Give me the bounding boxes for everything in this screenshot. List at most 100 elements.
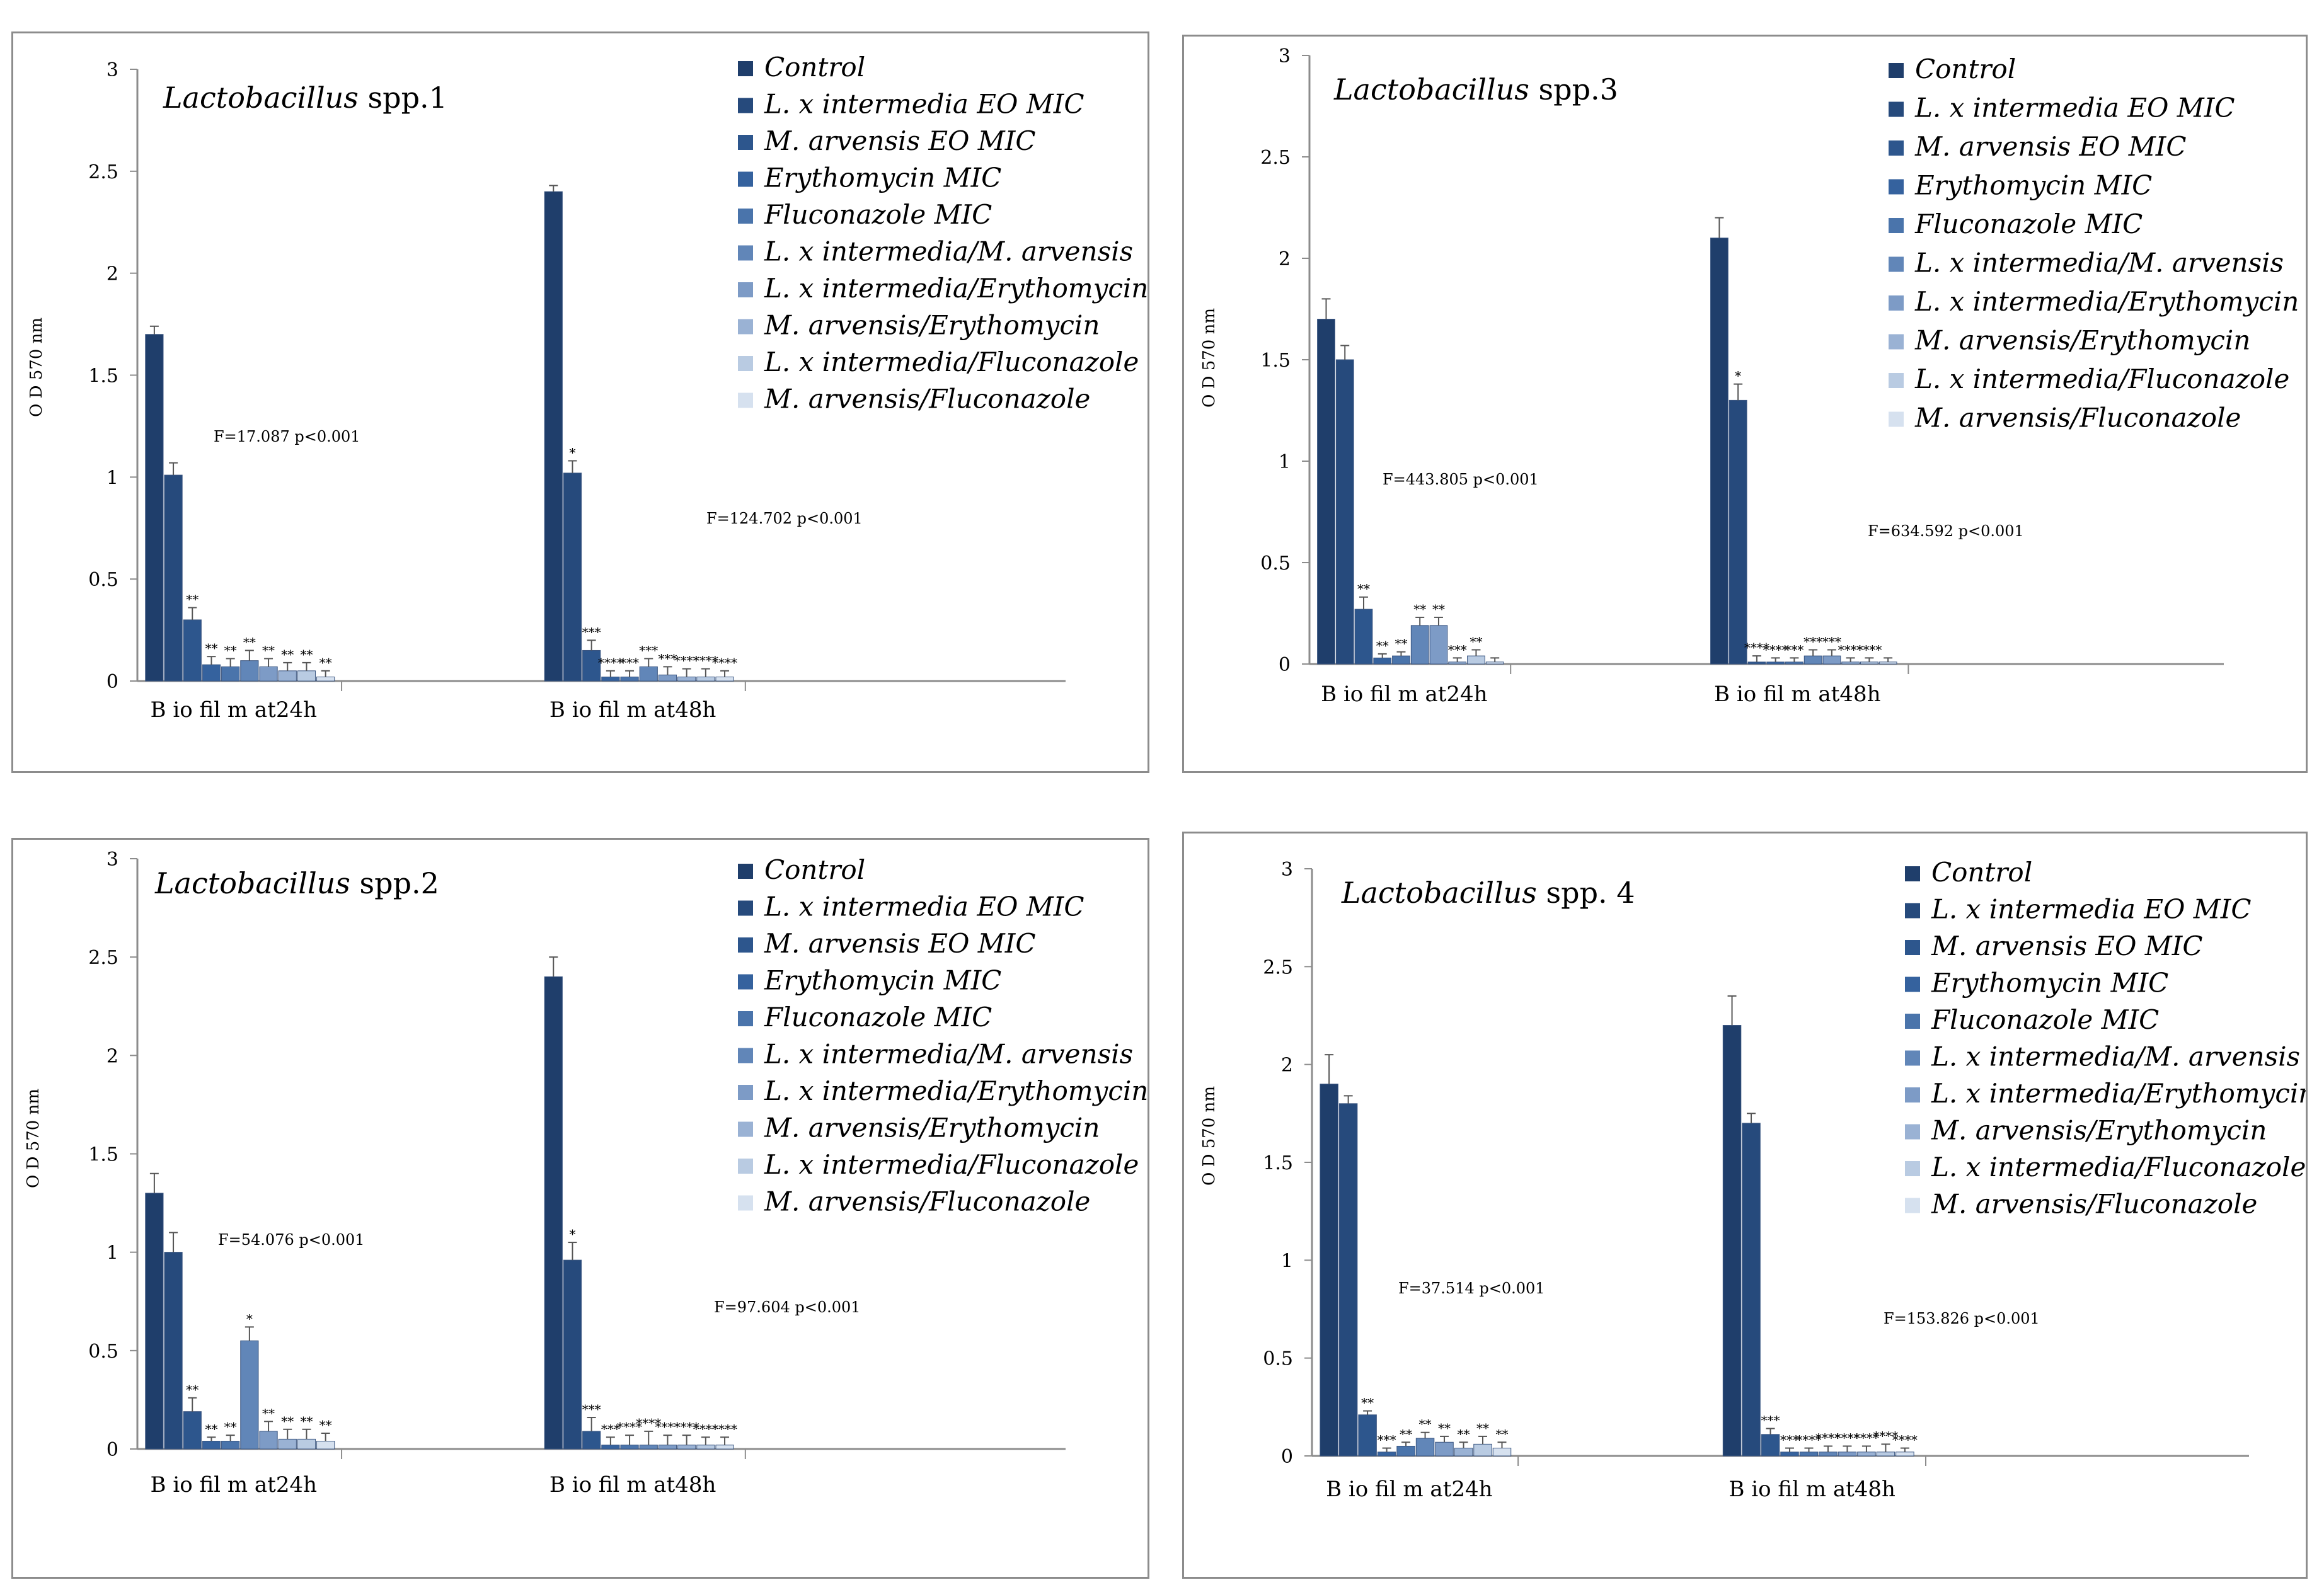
bar-series-6 bbox=[1838, 1452, 1857, 1457]
bar-series-9 bbox=[715, 677, 734, 682]
bar-series-6 bbox=[1429, 625, 1448, 665]
bar-series-3 bbox=[601, 677, 620, 682]
y-axis-label: O D 570 nm bbox=[1200, 308, 1219, 408]
legend-label: Fluconazole MIC bbox=[764, 1002, 992, 1033]
bar-series-9 bbox=[1895, 1452, 1914, 1457]
bar-series-0 bbox=[544, 191, 563, 682]
y-tick-label: 3 bbox=[1279, 45, 1291, 67]
chart-title: Lactobacillus spp.2 bbox=[154, 866, 439, 900]
bar-series-6 bbox=[658, 1445, 677, 1450]
bar-series-0 bbox=[1722, 1025, 1742, 1457]
significance-mark: ** bbox=[1438, 1421, 1451, 1436]
legend-label: Fluconazole MIC bbox=[1914, 209, 2143, 239]
chart-title-genus: Lactobacillus bbox=[163, 81, 359, 115]
legend-label: M. arvensis/Fluconazole bbox=[1914, 403, 2241, 433]
y-axis-label: O D 570 nm bbox=[24, 1089, 43, 1188]
significance-mark: ** bbox=[1357, 581, 1370, 597]
bar-series-4 bbox=[1799, 1452, 1819, 1457]
bar-series-1 bbox=[164, 1252, 183, 1450]
significance-mark: **** bbox=[655, 1419, 680, 1435]
category-label: B io fil m at48h bbox=[549, 697, 716, 723]
bar-series-1 bbox=[563, 472, 582, 682]
chart-title-genus: Lactobacillus bbox=[154, 866, 350, 900]
significance-mark: *** bbox=[601, 1421, 620, 1436]
legend-swatch-3 bbox=[1889, 179, 1904, 195]
significance-mark: ** bbox=[300, 647, 313, 662]
bar-series-4 bbox=[221, 666, 240, 682]
bar-series-9 bbox=[316, 677, 335, 682]
legend-label: L. x intermedia/M. arvensis bbox=[764, 1039, 1133, 1070]
significance-mark: **** bbox=[1873, 1428, 1898, 1443]
legend-label: M. arvensis EO MIC bbox=[1914, 131, 2187, 162]
bar-series-3 bbox=[1766, 661, 1785, 665]
legend-label: L. x intermedia EO MIC bbox=[1931, 894, 2252, 925]
significance-mark: **** bbox=[1856, 642, 1882, 657]
bar-series-7 bbox=[278, 670, 297, 682]
significance-mark: **** bbox=[1796, 1433, 1821, 1448]
bar-series-3 bbox=[1373, 657, 1392, 665]
legend-swatch-7 bbox=[1889, 334, 1904, 350]
y-tick-label: 3 bbox=[106, 849, 118, 871]
legend-label: Fluconazole MIC bbox=[1931, 1004, 2159, 1035]
legend-label: Erythomycin MIC bbox=[764, 163, 1001, 193]
significance-mark: ** bbox=[186, 592, 198, 607]
bar-series-3 bbox=[202, 664, 221, 682]
legend-swatch-7 bbox=[738, 319, 753, 335]
y-tick-label: 2.5 bbox=[1263, 956, 1293, 978]
bar-series-9 bbox=[1878, 661, 1897, 665]
legend-label: Fluconazole MIC bbox=[764, 199, 992, 230]
bar-series-2 bbox=[183, 619, 202, 682]
bar-series-8 bbox=[297, 1438, 316, 1450]
bar-series-3 bbox=[601, 1445, 620, 1450]
significance-mark: ** bbox=[281, 1414, 294, 1429]
legend-swatch-5 bbox=[1905, 1050, 1920, 1066]
chart-title: Lactobacillus spp.3 bbox=[1333, 72, 1618, 106]
significance-mark: ** bbox=[1432, 602, 1445, 617]
chart-title-species: spp.3 bbox=[1529, 72, 1618, 106]
significance-mark: ** bbox=[1470, 634, 1482, 649]
bar-series-6 bbox=[1435, 1441, 1454, 1457]
y-axis-label: O D 570 nm bbox=[1200, 1086, 1219, 1186]
stat-annotation: F=443.805 p<0.001 bbox=[1383, 471, 1539, 488]
bar-series-5 bbox=[1819, 1452, 1838, 1457]
legend-label: M. arvensis EO MIC bbox=[764, 125, 1036, 156]
chart-title: Lactobacillus spp.1 bbox=[163, 81, 447, 115]
bar-series-7 bbox=[677, 1445, 696, 1450]
chart-title-genus: Lactobacillus bbox=[1333, 72, 1529, 106]
bar-series-7 bbox=[1448, 661, 1467, 665]
bar-series-2 bbox=[582, 1431, 601, 1450]
legend-label: Erythomycin MIC bbox=[1931, 968, 2168, 999]
chart-spp1: 0 0.5 1 1.5 2 2.5 3 O D 570 nm Lactobacillus spp… bbox=[27, 52, 1148, 723]
y-tick-label: 0 bbox=[1281, 1446, 1293, 1468]
significance-mark: *** bbox=[1761, 1413, 1780, 1428]
bar-series-0 bbox=[145, 1193, 164, 1450]
legend-swatch-4 bbox=[738, 209, 753, 224]
significance-mark: **** bbox=[1763, 642, 1788, 657]
significance-mark: ** bbox=[1376, 638, 1389, 653]
significance-mark: ** bbox=[319, 655, 332, 670]
legend-label: L. x intermedia/Fluconazole bbox=[1931, 1152, 2306, 1183]
significance-mark: **** bbox=[693, 653, 718, 668]
legend-swatch-0 bbox=[738, 864, 753, 879]
chart-spp3: 0 0.5 1 1.5 2 2.5 3 O D 570 nm Lactobacillus spp… bbox=[1200, 45, 2299, 707]
legend-label: Control bbox=[764, 854, 865, 885]
category-label: B io fil m at24h bbox=[1326, 1477, 1492, 1502]
significance-mark: **** bbox=[598, 655, 623, 670]
y-tick-label: 2.5 bbox=[88, 947, 118, 969]
bar-series-8 bbox=[696, 677, 715, 682]
significance-mark: ** bbox=[1400, 1426, 1412, 1441]
bar-series-8 bbox=[297, 670, 316, 682]
legend-swatch-0 bbox=[1905, 866, 1920, 881]
significance-mark: * bbox=[1735, 369, 1741, 384]
bar-series-7 bbox=[677, 677, 696, 682]
y-tick-label: 1 bbox=[106, 1242, 118, 1264]
chart-title: Lactobacillus spp. 4 bbox=[1341, 876, 1635, 910]
bar-series-4 bbox=[620, 1445, 639, 1450]
y-axis-label: O D 570 nm bbox=[27, 318, 46, 417]
legend-swatch-5 bbox=[1889, 256, 1904, 272]
significance-mark: *** bbox=[1448, 642, 1467, 657]
legend-label: M. arvensis/Fluconazole bbox=[764, 1186, 1090, 1217]
bar-series-2 bbox=[1761, 1434, 1780, 1457]
bar-series-3 bbox=[1780, 1452, 1799, 1457]
bar-series-1 bbox=[1335, 359, 1354, 665]
